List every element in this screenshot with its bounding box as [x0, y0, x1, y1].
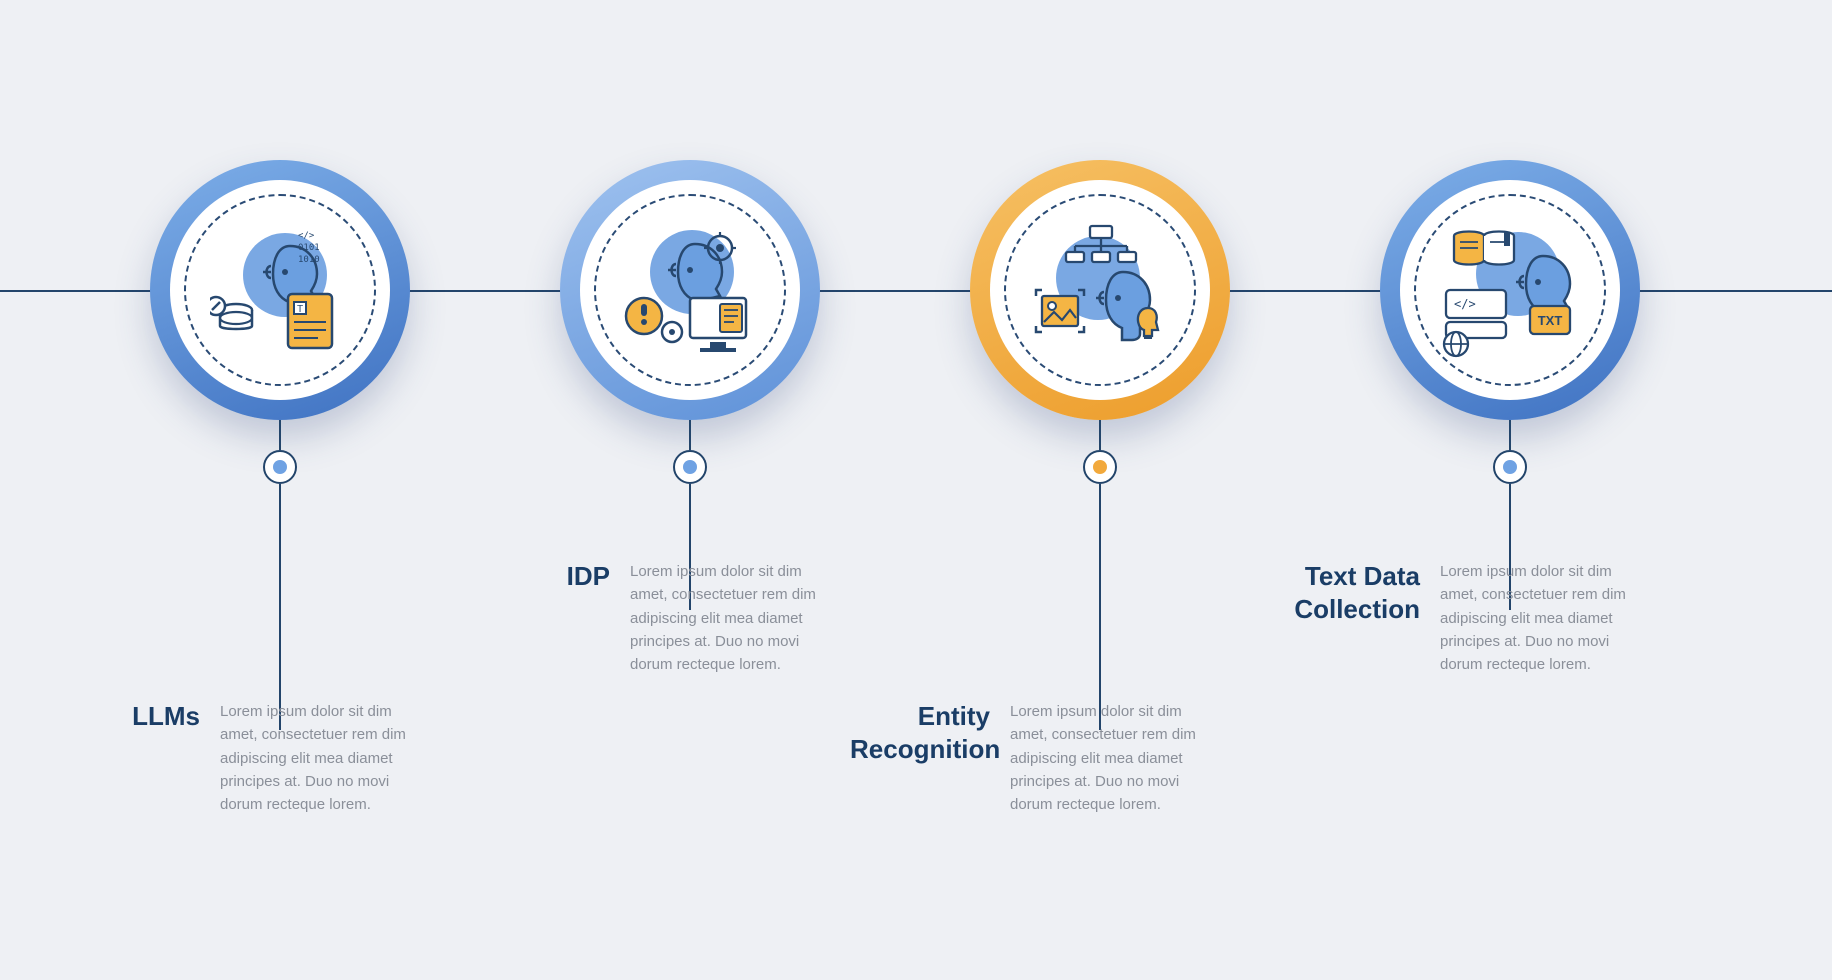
item-title: LLMs [60, 700, 200, 816]
infographic-node-2 [970, 160, 1230, 420]
item-body: Lorem ipsum dolor sit dim amet, consecte… [220, 700, 430, 816]
circle-ring [560, 160, 820, 420]
text-block-1: IDPLorem ipsum dolor sit dim amet, conse… [470, 560, 840, 676]
circle-inner [990, 180, 1210, 400]
item-title: EntityRecognition [850, 700, 990, 816]
connector-marker [673, 450, 707, 484]
infographic-node-1 [560, 160, 820, 420]
item-title: Text DataCollection [1280, 560, 1420, 676]
circle-ring [970, 160, 1230, 420]
dashed-ring [594, 194, 786, 386]
circle-inner: T </> 0101 1010 [170, 180, 390, 400]
connector-marker [1493, 450, 1527, 484]
dashed-ring [1414, 194, 1606, 386]
dashed-ring [1004, 194, 1196, 386]
dashed-ring [184, 194, 376, 386]
connector-marker [1083, 450, 1117, 484]
infographic-stage: T </> 0101 1010 LLMsLorem ipsum dolor si… [0, 0, 1832, 980]
item-body: Lorem ipsum dolor sit dim amet, consecte… [1440, 560, 1650, 676]
item-body: Lorem ipsum dolor sit dim amet, consecte… [1010, 700, 1220, 816]
circle-ring: </> TXT [1380, 160, 1640, 420]
text-block-0: LLMsLorem ipsum dolor sit dim amet, cons… [60, 700, 430, 816]
text-block-2: EntityRecognitionLorem ipsum dolor sit d… [850, 700, 1220, 816]
circle-inner: </> TXT [1400, 180, 1620, 400]
connector-marker [263, 450, 297, 484]
item-body: Lorem ipsum dolor sit dim amet, consecte… [630, 560, 840, 676]
circle-inner [580, 180, 800, 400]
item-title: IDP [470, 560, 610, 676]
infographic-node-3: </> TXT [1380, 160, 1640, 420]
nodes-container: T </> 0101 1010 LLMsLorem ipsum dolor si… [0, 0, 1832, 980]
circle-ring: T </> 0101 1010 [150, 160, 410, 420]
text-block-3: Text DataCollectionLorem ipsum dolor sit… [1280, 560, 1650, 676]
infographic-node-0: T </> 0101 1010 [150, 160, 410, 420]
